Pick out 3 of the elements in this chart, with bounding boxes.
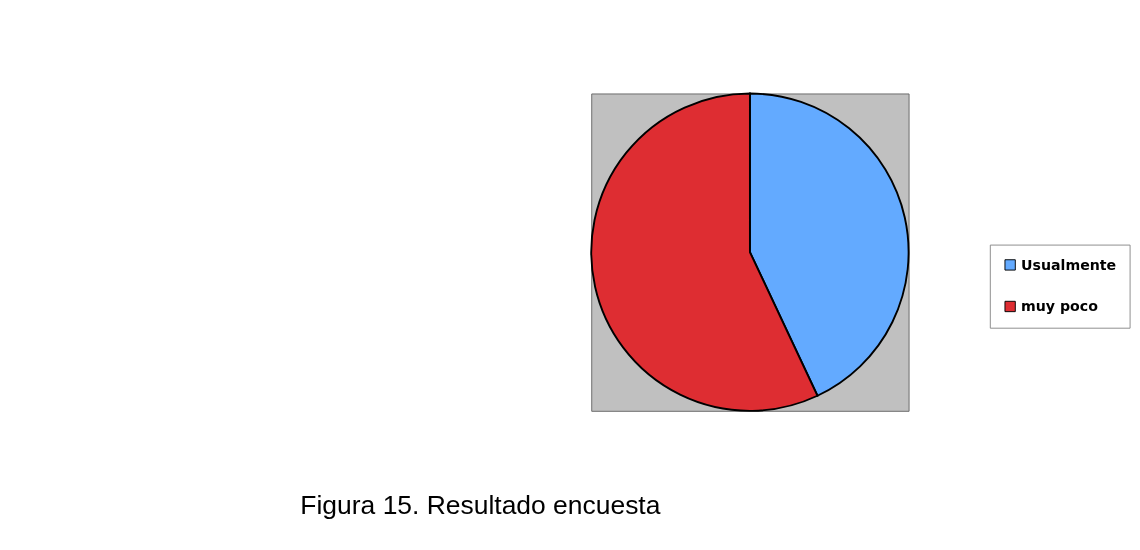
legend-label: Usualmente <box>1020 256 1117 273</box>
text: Figura 15. Resultado encuesta <box>300 489 661 520</box>
legend-label: muy poco <box>1020 298 1099 315</box>
